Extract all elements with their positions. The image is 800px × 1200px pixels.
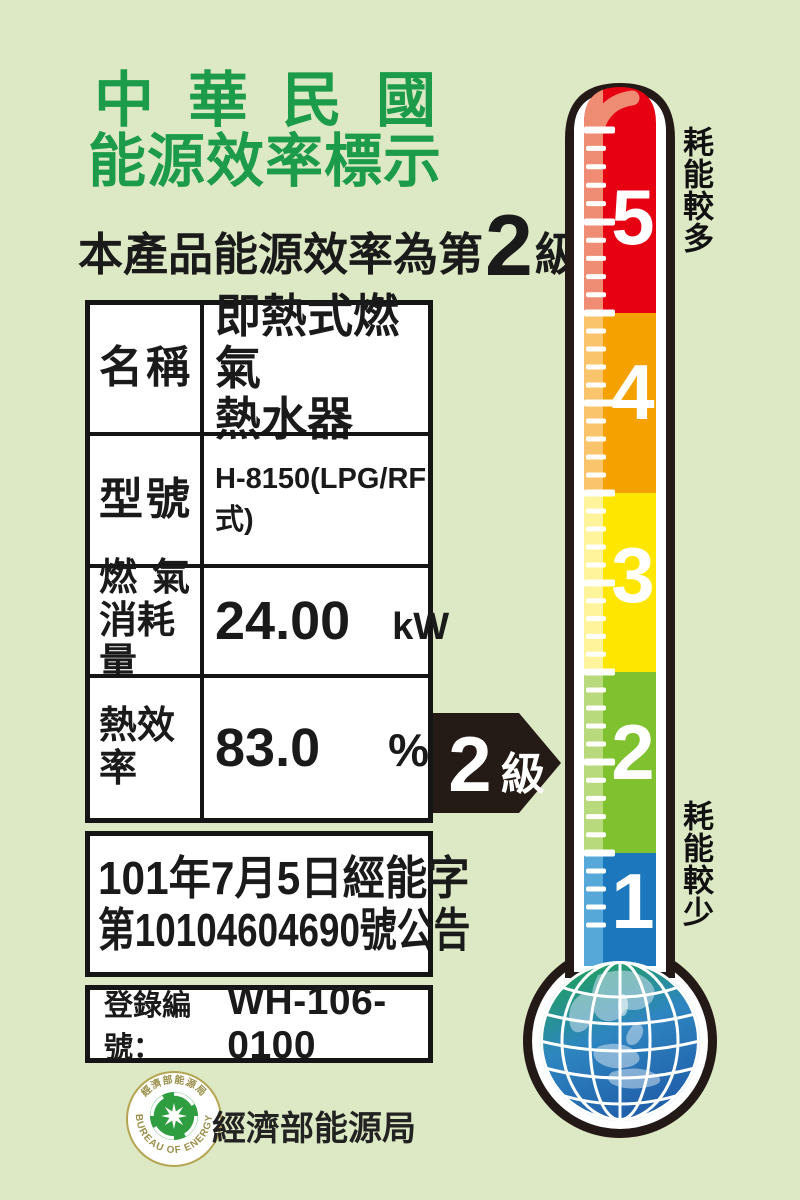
thermometer-white-border (574, 92, 666, 972)
level-4-highlight (584, 313, 603, 493)
statement-grade-number: 2 (485, 197, 533, 294)
gas-label-char-1: 燃 (99, 557, 138, 600)
agency-name: 經濟部能源局 (212, 1110, 416, 1148)
table-row-model: 型 號 H-8150(LPG/RF式) (90, 432, 428, 564)
gas-label-line-2: 消耗量 (99, 599, 176, 685)
bureau-of-energy-seal-icon: 經濟部能源局 BUREAU OF ENERGY (126, 1071, 222, 1167)
name-label-char-1: 名 (99, 343, 143, 393)
level-5-highlight (584, 87, 603, 313)
model-label: 型 號 (90, 436, 204, 564)
announcement-line-1: 101年7月5日經能字 (98, 851, 470, 904)
level-3-segment (584, 493, 656, 672)
level-1-segment (584, 853, 656, 966)
level-2-segment (584, 672, 656, 853)
title-line-1: 中華民國 (94, 67, 470, 134)
title-line-2: 能源效率標示 (87, 129, 442, 194)
level-3-number: 3 (611, 531, 654, 619)
label-title: 中華民國 能源效率標示 (55, 70, 475, 192)
announcement-line-2: 第10104604690號公告 (98, 904, 471, 956)
gas-value-unit: kW (392, 606, 450, 648)
high-consumption-label: 耗能較多 (678, 126, 713, 254)
globe-gloss (618, 994, 628, 1016)
level-5-number: 5 (611, 173, 654, 261)
gas-label-char-2: 氣 (151, 557, 190, 600)
statement-suffix: 級 (534, 229, 580, 280)
globe-landmasses (569, 970, 661, 1089)
thermal-efficiency-value: 83.0 % (204, 717, 429, 779)
gas-value-number: 24.00 (215, 591, 351, 651)
globe-gridlines (540, 961, 700, 1121)
seal-star (161, 1103, 187, 1129)
name-value-line-1: 即熱式燃氣 (215, 290, 399, 394)
level-1-number: 1 (611, 857, 654, 945)
cap-gloss (586, 90, 640, 153)
level-4-segment (584, 313, 656, 493)
seal-swirl (150, 1092, 198, 1140)
globe-outline (523, 944, 717, 1138)
low-consumption-label: 耗能較少 (678, 800, 713, 928)
name-label-char-2: 稱 (146, 343, 190, 393)
registration-number: WH-106-0100 (227, 980, 387, 1067)
name-value-line-2: 熱水器 (215, 393, 353, 446)
model-label-char-2: 號 (146, 474, 190, 524)
level-3-highlight (584, 493, 603, 672)
model-value: H-8150(LPG/RF式) (215, 462, 427, 536)
pointer-grade-suffix: 級 (501, 750, 545, 799)
table-row-thermal-efficiency: 熱效率 83.0 % (90, 674, 429, 818)
statement-prefix: 本產品能源效率為第 (78, 229, 484, 280)
gas-consumption-label: 燃 氣 消耗量 (90, 557, 204, 684)
thermometer-outline (565, 83, 675, 978)
globe-white-ring (532, 953, 708, 1129)
level-2-highlight (584, 672, 603, 853)
thermal-efficiency-label: 熱效率 (90, 678, 204, 818)
level-1-highlight (584, 853, 603, 966)
grade-pointer-arrow: 2 級 (433, 713, 561, 813)
table-row-gas-consumption: 燃 氣 消耗量 24.00 kW (90, 557, 449, 684)
efficiency-statement: 本產品能源效率為第 2 級 (78, 197, 580, 294)
spec-table-main: 名 稱 即熱式燃氣 熱水器 型 號 H-8150(LPG/RF式) (85, 290, 449, 823)
globe-icon (540, 961, 700, 1121)
registration-box: 登錄編號： WH-106-0100 (85, 980, 433, 1067)
efficiency-value-unit: % (388, 724, 430, 776)
pointer-grade-number: 2 (448, 720, 491, 808)
gas-consumption-value: 24.00 kW (204, 590, 449, 652)
registration-label: 登錄編號： (104, 990, 192, 1064)
announcement-box: 101年7月5日經能字 第10104604690號公告 (85, 831, 471, 977)
tick-marks (584, 126, 615, 928)
model-label-char-1: 型 (99, 474, 143, 524)
level-4-number: 4 (611, 348, 654, 436)
level-5-segment (584, 87, 656, 313)
efficiency-value-number: 83.0 (215, 718, 321, 778)
level-2-number: 2 (611, 708, 654, 796)
name-label: 名 稱 (90, 305, 204, 432)
spec-table: 名 稱 即熱式燃氣 熱水器 型 號 H-8150(LPG/RF式) (85, 290, 471, 1071)
bureau-seal: 經濟部能源局 BUREAU OF ENERGY (124, 1069, 224, 1169)
name-value: 即熱式燃氣 熱水器 (204, 290, 428, 446)
table-row-name: 名 稱 即熱式燃氣 熱水器 (90, 290, 428, 444)
thermometer-levels (584, 87, 656, 966)
